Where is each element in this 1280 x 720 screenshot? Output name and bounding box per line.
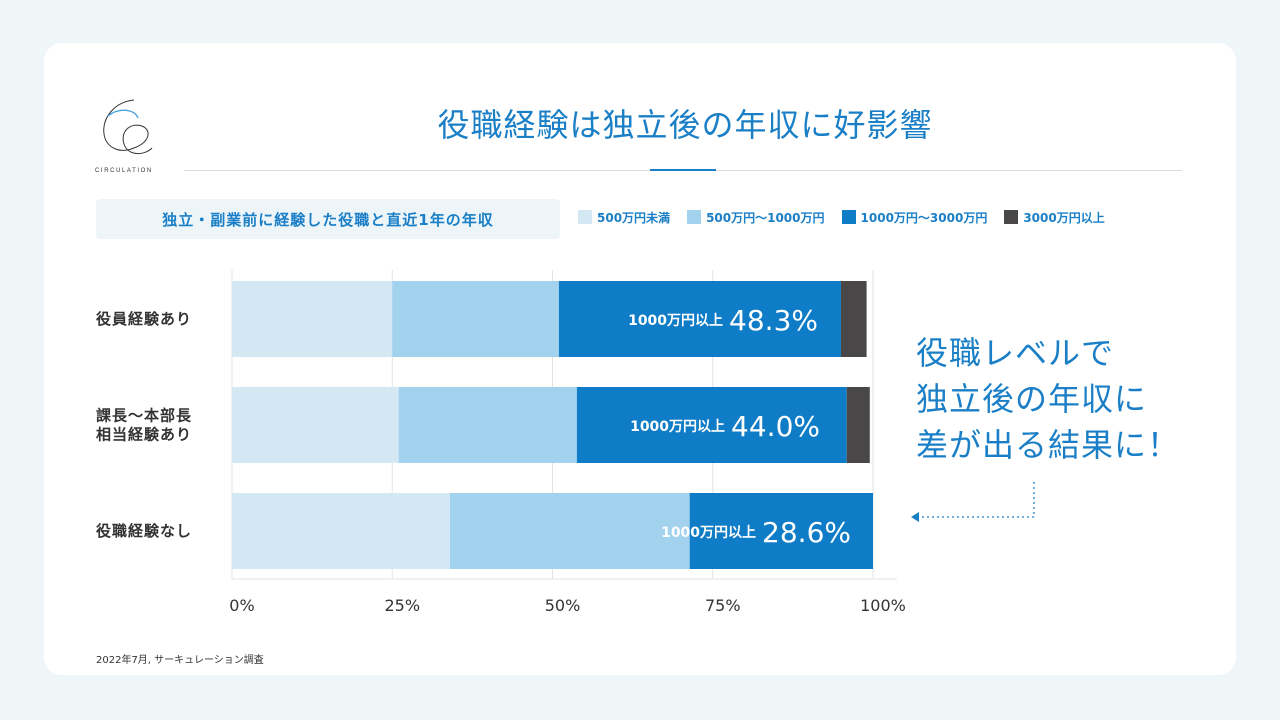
x-tick-label: 25%	[384, 596, 420, 615]
legend-label: 3000万円以上	[1023, 210, 1105, 225]
legend-item-over-3000: 3000万円以上	[1004, 209, 1105, 226]
callout-text: 役職レベルで 独立後の年収に 差が出る結果に！	[916, 330, 1216, 468]
callout-line: 独立後の年収に	[916, 380, 1148, 418]
legend-swatch	[687, 210, 702, 224]
x-tick-label: 75%	[705, 596, 741, 615]
bar-segment	[449, 493, 690, 569]
callout-line: 差が出る結果に！	[916, 426, 1181, 464]
legend-item-500-1000: 500万円〜1000万円	[687, 209, 825, 226]
data-label-value: 28.6%	[762, 516, 851, 549]
bar-segment	[232, 387, 399, 463]
chart-legend: 500万円未満 500万円〜1000万円 1000万円〜3000万円 3000万…	[578, 207, 1105, 227]
data-label-caption: 1000万円以上	[630, 419, 725, 435]
chart-subtitle: 独立・副業前に経験した役職と直近1年の年収	[96, 199, 560, 239]
data-label-caption: 1000万円以上	[661, 525, 756, 541]
x-tick-label: 50%	[545, 596, 581, 615]
card	[44, 43, 1236, 675]
bar-segment	[840, 281, 867, 357]
legend-label: 500万円〜1000万円	[706, 210, 825, 225]
legend-label: 500万円未満	[597, 210, 671, 225]
legend-label: 1000万円〜3000万円	[860, 210, 988, 225]
logo-text: CIRCULATION	[95, 168, 153, 174]
bar-segment	[232, 493, 450, 569]
page-title: 役職経験は独立後の年収に好影響	[437, 106, 933, 144]
legend-swatch	[1004, 210, 1019, 224]
category-label: 課長〜本部長	[96, 407, 192, 425]
bar-segment	[392, 281, 559, 357]
data-label-caption: 1000万円以上	[628, 313, 723, 329]
legend-swatch	[841, 210, 856, 224]
callout-line: 役職レベルで	[916, 334, 1115, 372]
bar-segment	[576, 387, 847, 463]
category-label: 役員経験あり	[96, 310, 192, 328]
circulation-logo	[103, 99, 153, 154]
x-tick-label: 0%	[229, 596, 254, 615]
data-label-value: 44.0%	[731, 410, 820, 443]
data-label-value: 48.3%	[729, 304, 818, 337]
legend-item-1000-3000: 1000万円〜3000万円	[841, 209, 988, 226]
bar-segment	[232, 281, 393, 357]
legend-swatch	[578, 210, 592, 224]
category-label: 相当経験あり	[96, 426, 192, 444]
title-divider-accent	[650, 169, 716, 171]
bar-segment	[689, 493, 873, 569]
category-label: 役職経験なし	[96, 522, 192, 540]
x-tick-label: 100%	[860, 596, 906, 615]
legend-item-under-500: 500万円未満	[578, 209, 670, 226]
bar-segment	[398, 387, 577, 463]
bar-segment	[846, 387, 870, 463]
callout-pointer-arrowhead	[911, 512, 919, 522]
callout-pointer-line	[917, 482, 1035, 518]
bar-segment	[558, 281, 841, 357]
source-note: 2022年7月, サーキュレーション調査	[96, 655, 264, 666]
